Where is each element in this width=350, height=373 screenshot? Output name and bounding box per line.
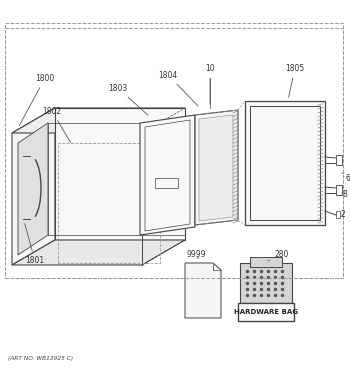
Polygon shape	[195, 110, 238, 225]
Text: 1803: 1803	[108, 84, 148, 115]
Polygon shape	[18, 123, 48, 255]
Text: 1805: 1805	[285, 63, 304, 97]
Bar	[5, 23, 343, 278]
Bar	[5, 28, 343, 278]
Polygon shape	[199, 115, 233, 221]
Polygon shape	[240, 263, 292, 303]
Text: 280: 280	[268, 251, 289, 261]
Text: 9999: 9999	[186, 251, 206, 260]
Polygon shape	[250, 257, 282, 267]
Polygon shape	[12, 108, 55, 265]
Text: 1804: 1804	[158, 70, 198, 106]
Text: 1801: 1801	[25, 224, 44, 266]
Text: 1800: 1800	[19, 73, 55, 126]
Text: (ART NO. WB13925 C): (ART NO. WB13925 C)	[8, 356, 73, 361]
Polygon shape	[12, 240, 185, 265]
Text: 2: 2	[341, 210, 345, 219]
Polygon shape	[140, 115, 195, 235]
Text: 6: 6	[342, 173, 350, 182]
Polygon shape	[238, 303, 294, 321]
Polygon shape	[12, 108, 185, 133]
Polygon shape	[185, 263, 221, 318]
Polygon shape	[245, 101, 325, 225]
Text: 1802: 1802	[42, 107, 71, 142]
Text: 10: 10	[205, 63, 215, 104]
Text: 8: 8	[342, 191, 347, 200]
Text: HARDWARE BAG: HARDWARE BAG	[234, 309, 298, 315]
Polygon shape	[55, 108, 185, 240]
